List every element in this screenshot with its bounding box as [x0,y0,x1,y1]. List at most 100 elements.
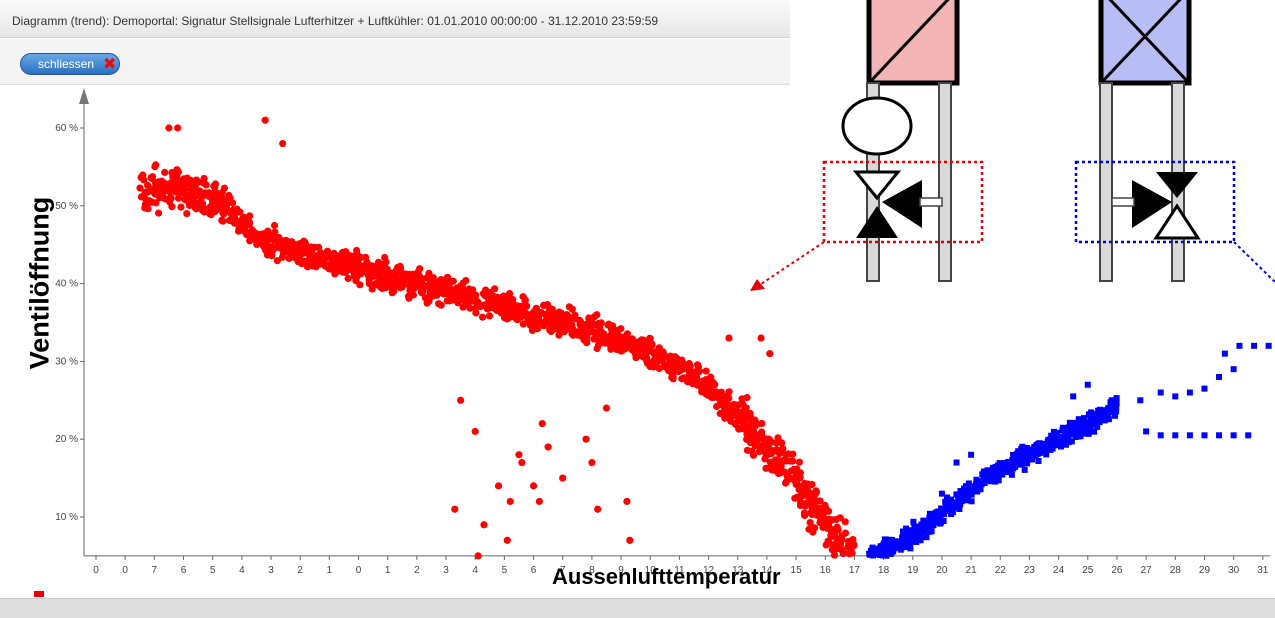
heater-point [667,362,675,370]
cooler-point [1030,448,1037,455]
heater-point [141,200,149,209]
cooler-point [1051,429,1058,436]
heater-point [707,373,715,381]
heater-point [821,501,829,509]
cooler-point [917,532,924,539]
heater-point [262,242,270,250]
heater-point [545,304,553,312]
heater-point [472,291,480,299]
x-tick-label: 25 [1082,565,1094,576]
heater-point [512,315,521,323]
cooler-pipe-left [1099,82,1113,282]
heater-point [344,274,352,283]
heater-point [824,537,832,545]
heater-point [735,411,743,419]
heater-point [273,257,281,265]
cooler-point [1088,414,1095,421]
heater-point [515,451,523,459]
heater-point [727,413,735,421]
heater-point [426,281,434,289]
heater-point [565,303,573,311]
heater-point [256,231,265,239]
heater-point [538,420,546,428]
cooler-point [1071,422,1078,429]
cooler-point [883,548,890,555]
heater-arrow-head-icon [750,279,765,291]
heater-point [136,184,144,192]
series-cooler-points [866,342,1272,559]
cooler-point [976,482,983,489]
cooler-point [1007,466,1014,473]
heater-point [434,287,442,296]
cooler-point [1018,446,1025,453]
heater-point [303,263,312,271]
heater-point [795,458,804,466]
cooler-point [1027,452,1034,459]
cooler-point [947,496,954,503]
heater-point [365,276,373,284]
cooler-point [938,490,945,497]
heater-point [518,458,526,467]
cooler-point [1221,350,1228,357]
heater-pipe-right [938,82,952,282]
cooler-point [983,477,990,484]
heater-point [218,216,226,224]
heater-point [177,203,185,211]
cooler-point [1082,430,1089,437]
heater-point [583,339,591,347]
heater-point [466,304,474,312]
heater-point [506,497,514,506]
cooler-point [1100,412,1107,419]
heater-point [363,258,371,266]
heater-point [457,396,465,404]
heater-point [496,301,504,309]
heater-point [597,319,605,327]
cooler-point [968,498,975,505]
heater-point [511,304,519,312]
cooler-point [910,518,917,525]
cooler-point [888,549,895,556]
heater-point [712,392,720,400]
cooler-point [1084,381,1091,388]
heater-point [140,176,148,184]
heater-point [626,339,635,347]
heater-point [240,227,249,235]
cooler-point [1019,457,1025,464]
heater-point [210,182,218,190]
heater-point [672,358,681,367]
close-button[interactable]: schliessen ✖ [20,53,120,75]
heater-point [479,313,487,321]
heater-point [800,509,809,517]
heater-point [345,251,353,260]
y-tick-label: 10 % [55,512,78,523]
heater-point [172,182,180,190]
cooler-point [1076,416,1083,423]
heater-point [734,401,743,409]
cooler-point [1113,400,1120,407]
cooler-point [1052,433,1059,439]
heater-valve-highlight [822,160,984,244]
heater-point [243,221,251,229]
x-tick-label: 6 [531,565,537,576]
cooler-point [946,506,953,513]
heater-point [812,487,820,495]
heater-point [575,316,584,324]
heater-point [181,196,189,204]
heater-point [626,536,634,544]
x-tick-label: 0 [122,565,128,576]
cooler-point [891,545,898,552]
x-tick-label: 9 [618,565,624,576]
heater-valve-link [919,197,943,207]
status-bar [0,598,1275,618]
cooler-point [931,514,938,521]
heater-point [790,465,798,473]
heater-point [845,550,854,558]
cooler-point [1093,420,1100,427]
cooler-point [957,488,964,494]
y-tick-label: 50 % [55,201,78,212]
heater-point [841,529,850,537]
cooler-point [927,510,933,517]
x-tick-label: 18 [878,565,890,576]
heater-point [503,536,511,544]
heater-point [410,284,418,292]
